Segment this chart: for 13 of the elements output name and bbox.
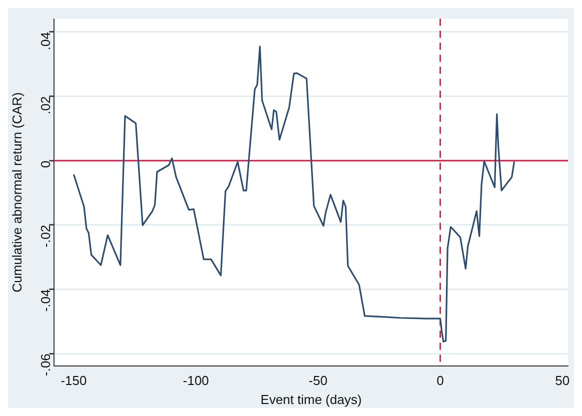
y-tick-label: -.04 bbox=[38, 289, 53, 312]
x-tick-label: -100 bbox=[182, 373, 209, 388]
x-tick-label: -150 bbox=[60, 373, 87, 388]
x-axis-title: Event time (days) bbox=[260, 392, 362, 407]
x-tick-label: 0 bbox=[436, 373, 444, 388]
y-tick-label: .04 bbox=[38, 32, 53, 50]
x-tick-label: -50 bbox=[308, 373, 328, 388]
y-tick-label: -.02 bbox=[38, 224, 53, 248]
y-tick-label: .02 bbox=[38, 96, 53, 114]
y-tick-label: 0 bbox=[38, 160, 53, 168]
y-axis-title: Cumulative abnormal return (CAR) bbox=[9, 92, 24, 292]
x-tick-label: 50 bbox=[555, 373, 570, 388]
y-tick-label: -.06 bbox=[38, 354, 53, 376]
